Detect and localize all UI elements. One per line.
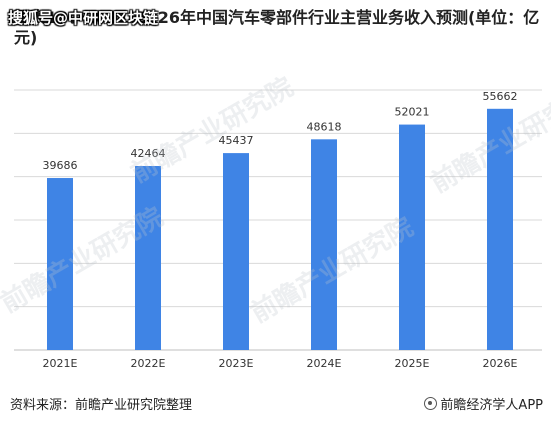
brand-label: 前瞻经济学人APP (440, 398, 543, 413)
bar (223, 153, 249, 350)
bar (47, 178, 73, 350)
data-label: 39686 (43, 159, 78, 172)
chart-title: 图表13：2021-2026年中国汽车零部件行业主营业务收入预测(单位：亿元) (14, 8, 540, 47)
x-tick-label: 2021E (43, 357, 78, 370)
bar (399, 124, 425, 350)
x-tick-label: 2022E (131, 357, 166, 370)
data-label: 55662 (483, 90, 518, 103)
brand-logo-icon (424, 397, 438, 410)
x-tick-label: 2023E (219, 357, 254, 370)
x-tick-label: 2025E (395, 357, 430, 370)
brand-mark: 前瞻经济学人APP (424, 394, 543, 413)
bar (487, 108, 513, 350)
data-label: 45437 (219, 134, 254, 147)
data-label: 48618 (307, 120, 342, 133)
data-label: 52021 (395, 106, 430, 119)
x-tick-label: 2024E (307, 357, 342, 370)
x-tick-label: 2026E (483, 357, 518, 370)
source-overlay-text: 搜狐号@中研网区块链 (8, 9, 159, 27)
bar (135, 165, 161, 350)
bar (311, 139, 337, 350)
data-label: 42464 (131, 147, 166, 160)
source-note: 资料来源：前瞻产业研究院整理 (10, 398, 193, 413)
